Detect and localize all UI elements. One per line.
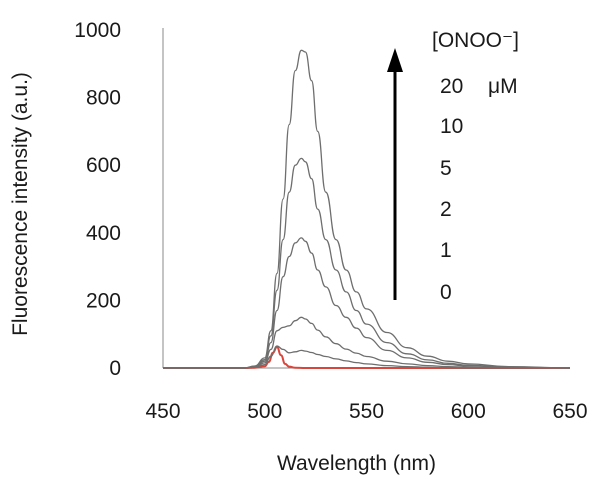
spectra-lines [163, 49, 571, 370]
y-tick-label: 0 [109, 357, 121, 380]
spectrum-line-1 [163, 345, 570, 369]
y-tick-label: 600 [86, 154, 121, 177]
legend-label-10: 10 [440, 115, 463, 138]
spectrum-line-10 [163, 157, 571, 369]
y-axis-title: Fluorescence intensity (a.u.) [9, 72, 32, 336]
x-tick-labels: 450 500 550 600 650 [145, 400, 587, 423]
legend-label-2: 2 [440, 198, 452, 221]
y-tick-label: 400 [86, 222, 121, 245]
legend-label-0: 0 [440, 281, 452, 304]
y-tick-label: 1000 [74, 19, 121, 42]
y-tick-label: 200 [86, 289, 121, 312]
legend-label-1: 1 [440, 239, 452, 262]
legend-label-20: 20 [440, 75, 463, 98]
y-tick-label: 800 [86, 87, 121, 110]
x-axis-title: Wavelength (nm) [277, 452, 436, 475]
legend-unit: μM [488, 75, 518, 98]
y-tick-labels: 0 200 400 600 800 1000 [74, 19, 121, 380]
spectrum-line-5 [163, 237, 571, 369]
x-tick-label: 500 [247, 400, 282, 423]
legend-label-5: 5 [440, 157, 452, 180]
x-tick-label: 550 [349, 400, 384, 423]
legend-title: [ONOO⁻] [432, 29, 519, 52]
spectrum-line-20 [163, 49, 571, 369]
x-tick-label: 600 [451, 400, 486, 423]
spectrum-line-0 [163, 345, 570, 370]
x-tick-label: 650 [552, 400, 587, 423]
spectrum-line-2 [163, 316, 571, 369]
arrow-head-icon [387, 48, 403, 72]
x-tick-label: 450 [145, 400, 180, 423]
